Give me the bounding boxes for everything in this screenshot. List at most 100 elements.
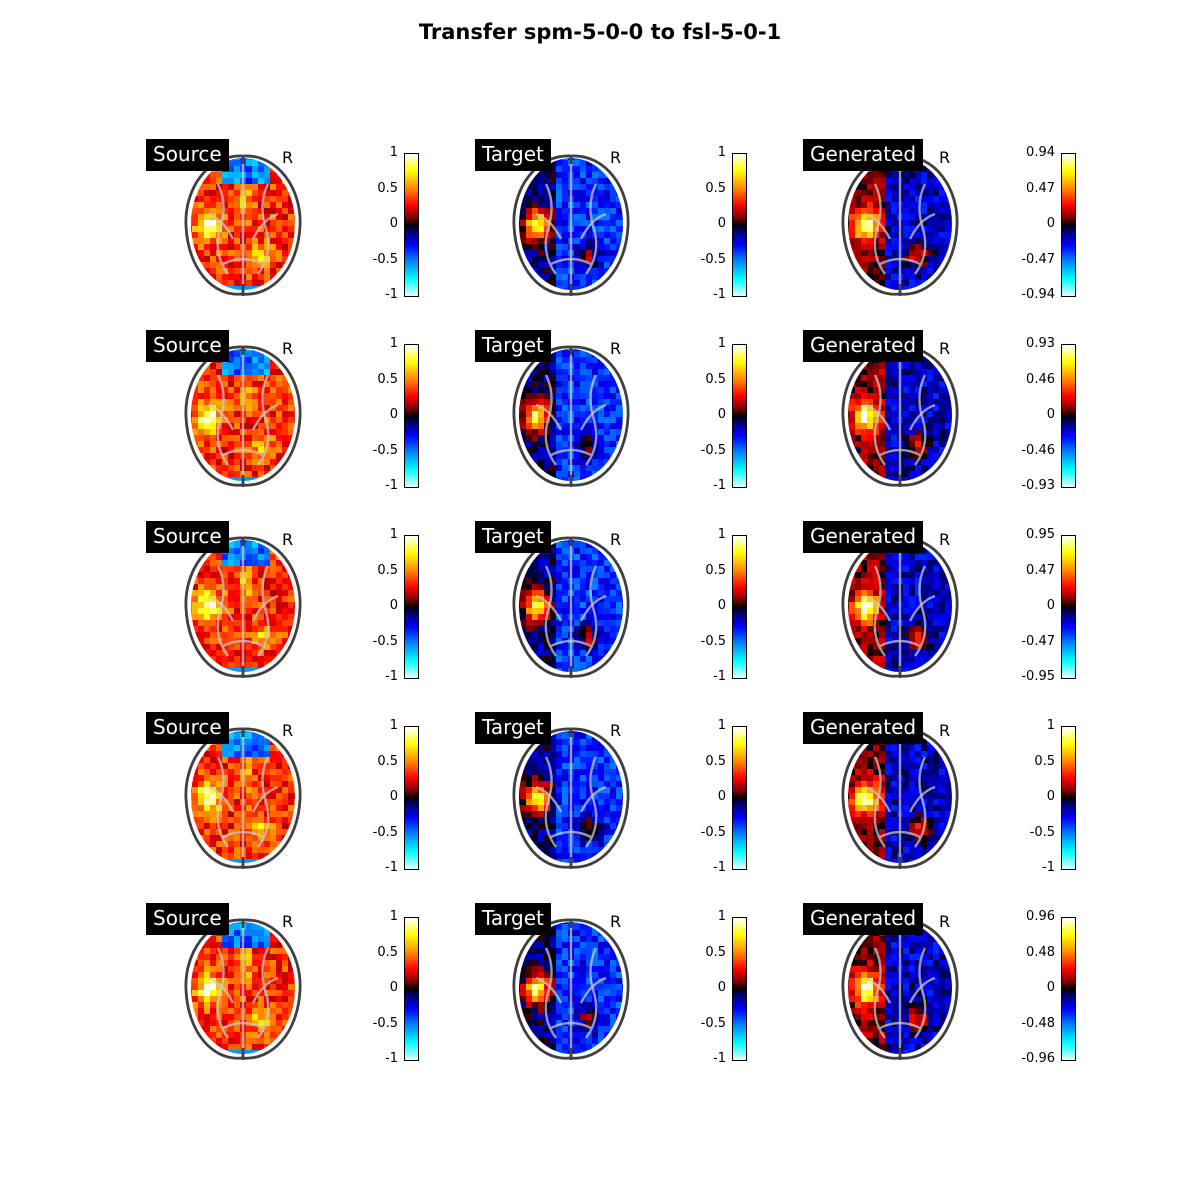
colorbar-tick-label: -1 bbox=[713, 478, 726, 493]
orientation-marker: R bbox=[282, 530, 294, 549]
colorbar-tick-label: 0 bbox=[717, 407, 726, 422]
colorbar-tick-label: 0 bbox=[1046, 216, 1055, 231]
colorbar-tick-label: 0.5 bbox=[705, 562, 726, 578]
brain-slice-image bbox=[178, 526, 308, 686]
panel-label: Target bbox=[475, 712, 551, 744]
panel-label: Generated bbox=[803, 521, 924, 553]
colorbar-tick-label: 1 bbox=[717, 718, 726, 733]
colorbar bbox=[1061, 535, 1076, 679]
colorbar bbox=[732, 153, 747, 297]
colorbar-tick-label: -1 bbox=[713, 669, 726, 684]
colorbar-tick-label: -0.47 bbox=[1021, 251, 1055, 267]
colorbar bbox=[404, 726, 419, 870]
orientation-marker: R bbox=[939, 339, 951, 358]
orientation-marker: R bbox=[610, 912, 622, 931]
colorbar-tick-label: 0 bbox=[1046, 980, 1055, 995]
colorbar-tick-label: -0.5 bbox=[372, 824, 398, 840]
colorbar-tick-label: 0 bbox=[389, 216, 398, 231]
brain-slice-image bbox=[835, 908, 965, 1068]
panel-label: Target bbox=[475, 521, 551, 553]
orientation-marker: R bbox=[939, 912, 951, 931]
colorbar-tick-label: 0.5 bbox=[705, 944, 726, 960]
colorbar-tick-label: 1 bbox=[389, 909, 398, 924]
colorbar-tick-label: 1 bbox=[717, 336, 726, 351]
colorbar-tick-label: 0.5 bbox=[377, 371, 398, 387]
brain-slice-image bbox=[835, 335, 965, 495]
colorbar-tick-label: -0.5 bbox=[700, 251, 726, 267]
orientation-marker: R bbox=[282, 721, 294, 740]
colorbar-tick-label: -1 bbox=[385, 478, 398, 493]
colorbar-tick-label: -1 bbox=[713, 287, 726, 302]
colorbar-tick-label: 0.47 bbox=[1026, 562, 1055, 578]
orientation-marker: R bbox=[610, 530, 622, 549]
colorbar bbox=[404, 344, 419, 488]
colorbar-tick-label: 0.93 bbox=[1026, 336, 1055, 351]
panel-label: Source bbox=[146, 330, 229, 362]
colorbar-tick-label: -0.46 bbox=[1021, 442, 1055, 458]
colorbar-tick-label: -1 bbox=[1042, 860, 1055, 875]
colorbar-tick-label: 1 bbox=[389, 145, 398, 160]
colorbar-tick-label: 0.5 bbox=[1034, 753, 1055, 769]
colorbar-tick-label: -0.5 bbox=[372, 251, 398, 267]
orientation-marker: R bbox=[939, 721, 951, 740]
colorbar-tick-label: 1 bbox=[389, 527, 398, 542]
orientation-marker: R bbox=[610, 339, 622, 358]
panel-label: Generated bbox=[803, 712, 924, 744]
colorbar-tick-label: -0.96 bbox=[1021, 1051, 1055, 1066]
colorbar-tick-label: 0 bbox=[717, 789, 726, 804]
orientation-marker: R bbox=[939, 148, 951, 167]
panel-label: Source bbox=[146, 712, 229, 744]
colorbar-tick-label: 0 bbox=[389, 789, 398, 804]
colorbar-tick-label: -0.5 bbox=[372, 633, 398, 649]
colorbar-tick-label: -1 bbox=[385, 1051, 398, 1066]
colorbar-tick-label: -0.48 bbox=[1021, 1015, 1055, 1031]
colorbar bbox=[404, 153, 419, 297]
colorbar-tick-label: 0.5 bbox=[705, 180, 726, 196]
colorbar-tick-label: 1 bbox=[1046, 718, 1055, 733]
colorbar-tick-label: -0.5 bbox=[700, 824, 726, 840]
colorbar-tick-label: -1 bbox=[385, 287, 398, 302]
colorbar-tick-label: 0.5 bbox=[377, 562, 398, 578]
colorbar-tick-label: 0 bbox=[1046, 789, 1055, 804]
colorbar-tick-label: 0 bbox=[717, 980, 726, 995]
colorbar bbox=[1061, 153, 1076, 297]
colorbar bbox=[404, 535, 419, 679]
brain-slice-image bbox=[506, 908, 636, 1068]
colorbar-tick-label: 0 bbox=[389, 407, 398, 422]
orientation-marker: R bbox=[282, 148, 294, 167]
brain-slice-image bbox=[506, 717, 636, 877]
orientation-marker: R bbox=[610, 721, 622, 740]
colorbar-tick-label: -0.5 bbox=[700, 442, 726, 458]
colorbar-tick-label: 0.5 bbox=[377, 753, 398, 769]
colorbar-tick-label: 0.47 bbox=[1026, 180, 1055, 196]
orientation-marker: R bbox=[282, 912, 294, 931]
colorbar-tick-label: -0.95 bbox=[1021, 669, 1055, 684]
colorbar-tick-label: 1 bbox=[389, 336, 398, 351]
colorbar-tick-label: 0.95 bbox=[1026, 527, 1055, 542]
colorbar-tick-label: 0.46 bbox=[1026, 371, 1055, 387]
colorbar bbox=[732, 726, 747, 870]
colorbar-tick-label: -0.5 bbox=[372, 442, 398, 458]
colorbar-tick-label: -0.5 bbox=[700, 1015, 726, 1031]
colorbar-tick-label: 1 bbox=[389, 718, 398, 733]
colorbar-tick-label: 0 bbox=[717, 598, 726, 613]
colorbar-tick-label: 0.5 bbox=[705, 371, 726, 387]
colorbar-tick-label: -1 bbox=[385, 669, 398, 684]
colorbar-tick-label: -0.47 bbox=[1021, 633, 1055, 649]
colorbar-tick-label: 0.48 bbox=[1026, 944, 1055, 960]
colorbar-tick-label: -0.5 bbox=[1029, 824, 1055, 840]
panel-label: Target bbox=[475, 330, 551, 362]
brain-slice-image bbox=[178, 335, 308, 495]
colorbar bbox=[732, 535, 747, 679]
panel-label: Source bbox=[146, 903, 229, 935]
colorbar-tick-label: -1 bbox=[713, 860, 726, 875]
colorbar-tick-label: -0.5 bbox=[700, 633, 726, 649]
colorbar bbox=[732, 917, 747, 1061]
colorbar-tick-label: -0.5 bbox=[372, 1015, 398, 1031]
panel-label: Target bbox=[475, 903, 551, 935]
brain-slice-image bbox=[178, 144, 308, 304]
colorbar-tick-label: -0.93 bbox=[1021, 478, 1055, 493]
colorbar bbox=[1061, 344, 1076, 488]
colorbar-tick-label: 0 bbox=[389, 980, 398, 995]
panel-label: Generated bbox=[803, 903, 924, 935]
